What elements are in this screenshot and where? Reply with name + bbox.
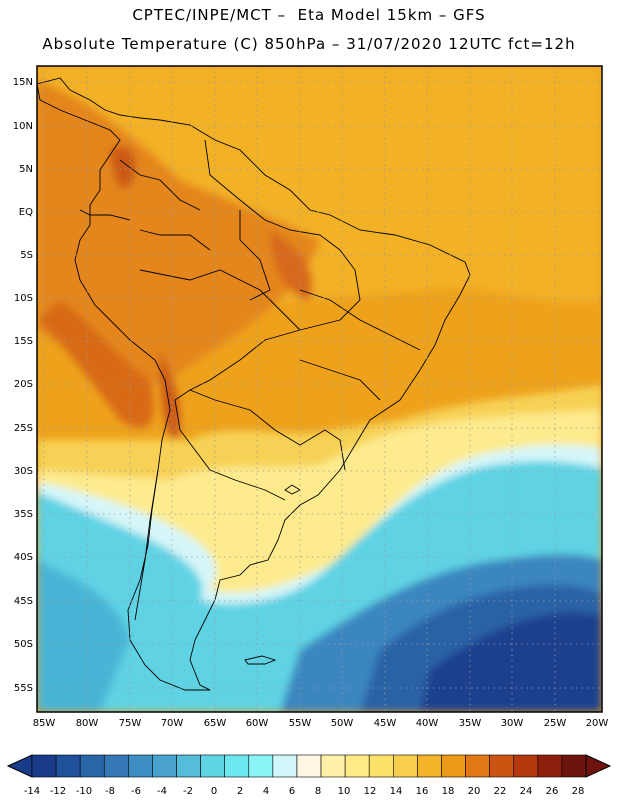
legend-label: -6 bbox=[131, 786, 141, 797]
legend-color-box bbox=[200, 754, 226, 778]
legend-color-box bbox=[561, 754, 587, 778]
legend-color-box bbox=[152, 754, 177, 778]
legend-label: 0 bbox=[211, 786, 217, 797]
legend-color-box bbox=[465, 754, 490, 778]
lon-tick-label: 20W bbox=[586, 718, 609, 729]
legend-color-box bbox=[103, 754, 129, 778]
legend-color-box bbox=[128, 754, 153, 778]
legend-label: 22 bbox=[494, 786, 507, 797]
legend-color-box bbox=[31, 754, 57, 778]
lon-tick-label: 35W bbox=[459, 718, 482, 729]
legend-label: 6 bbox=[289, 786, 295, 797]
legend-label: 2 bbox=[237, 786, 243, 797]
legend-label: 24 bbox=[520, 786, 533, 797]
legend-color-box bbox=[79, 754, 105, 778]
graticule bbox=[37, 66, 602, 712]
legend-color-box bbox=[176, 754, 201, 778]
lon-tick-label: 40W bbox=[416, 718, 439, 729]
lat-tick-label: 5N bbox=[19, 164, 33, 175]
legend-color-box bbox=[441, 754, 466, 778]
legend-color-box bbox=[537, 754, 563, 778]
legend-label: 20 bbox=[468, 786, 481, 797]
legend-color-box bbox=[489, 754, 515, 778]
lon-tick-label: 45W bbox=[374, 718, 397, 729]
legend-label: -10 bbox=[76, 786, 92, 797]
legend-color-box bbox=[55, 754, 81, 778]
lon-tick-label: 25W bbox=[544, 718, 567, 729]
legend-color-box bbox=[272, 754, 298, 778]
legend-arrow-left bbox=[6, 754, 33, 778]
legend-label: 28 bbox=[572, 786, 585, 797]
latitude-axis: 15N 10N 5N EQ 5S 10S 15S 20S 25S 30S 35S… bbox=[13, 77, 33, 694]
chart-title-line-1: CPTEC/INPE/MCT – Eta Model 15km – GFS bbox=[132, 6, 486, 24]
legend-label: 12 bbox=[364, 786, 377, 797]
legend-label: 8 bbox=[315, 786, 321, 797]
lon-tick-label: 65W bbox=[204, 718, 227, 729]
lat-tick-label: 20S bbox=[14, 379, 33, 390]
lat-tick-label: 10S bbox=[14, 293, 33, 304]
lat-tick-label: 45S bbox=[14, 596, 33, 607]
legend-color-box bbox=[320, 754, 346, 778]
lat-tick-label: 30S bbox=[14, 466, 33, 477]
lat-tick-label: 5S bbox=[20, 250, 33, 261]
legend-color-box bbox=[368, 754, 394, 778]
chart-title-line-2: Absolute Temperature (C) 850hPa – 31/07/… bbox=[42, 35, 576, 53]
lat-tick-label: 15S bbox=[14, 336, 33, 347]
color-legend: -14 -12 -10 -8 -6 -4 -2 0 2 4 6 8 10 12 … bbox=[6, 754, 612, 797]
legend-color-box bbox=[392, 754, 418, 778]
legend-label: 16 bbox=[416, 786, 429, 797]
legend-label: -14 bbox=[24, 786, 40, 797]
legend-label: 14 bbox=[390, 786, 403, 797]
legend-color-box bbox=[344, 754, 370, 778]
legend-label: -8 bbox=[105, 786, 115, 797]
lon-tick-label: 85W bbox=[33, 718, 56, 729]
lon-tick-label: 75W bbox=[119, 718, 142, 729]
lon-tick-label: 80W bbox=[76, 718, 99, 729]
legend-color-box bbox=[296, 754, 322, 778]
legend-label: -4 bbox=[157, 786, 167, 797]
lon-tick-label: 50W bbox=[331, 718, 354, 729]
legend-color-box bbox=[417, 754, 442, 778]
lat-tick-label: 35S bbox=[14, 509, 33, 520]
lat-tick-label: 50S bbox=[14, 639, 33, 650]
plot-frame bbox=[36, 65, 603, 713]
lon-tick-label: 30W bbox=[501, 718, 524, 729]
lon-tick-label: 70W bbox=[161, 718, 184, 729]
lat-tick-label: EQ bbox=[19, 207, 33, 218]
legend-label: 26 bbox=[546, 786, 559, 797]
lat-tick-label: 10N bbox=[13, 121, 33, 132]
legend-color-box bbox=[513, 754, 539, 778]
legend-color-box bbox=[224, 754, 250, 778]
legend-label: -12 bbox=[50, 786, 66, 797]
lon-tick-label: 60W bbox=[246, 718, 269, 729]
lat-tick-label: 55S bbox=[14, 683, 33, 694]
legend-label: 4 bbox=[263, 786, 269, 797]
lon-tick-label: 55W bbox=[289, 718, 312, 729]
legend-label: -2 bbox=[183, 786, 193, 797]
lat-tick-label: 15N bbox=[13, 77, 33, 88]
lat-tick-label: 25S bbox=[14, 423, 33, 434]
temperature-field bbox=[37, 66, 602, 712]
longitude-axis: 85W 80W 75W 70W 65W 60W 55W 50W 45W 40W … bbox=[33, 718, 609, 729]
legend-arrow-right bbox=[585, 754, 612, 778]
lat-tick-label: 40S bbox=[14, 552, 33, 563]
legend-color-box bbox=[248, 754, 274, 778]
legend-color-boxes bbox=[31, 754, 587, 778]
legend-label: 10 bbox=[338, 786, 351, 797]
coastlines bbox=[37, 77, 471, 691]
legend-label: 18 bbox=[442, 786, 455, 797]
